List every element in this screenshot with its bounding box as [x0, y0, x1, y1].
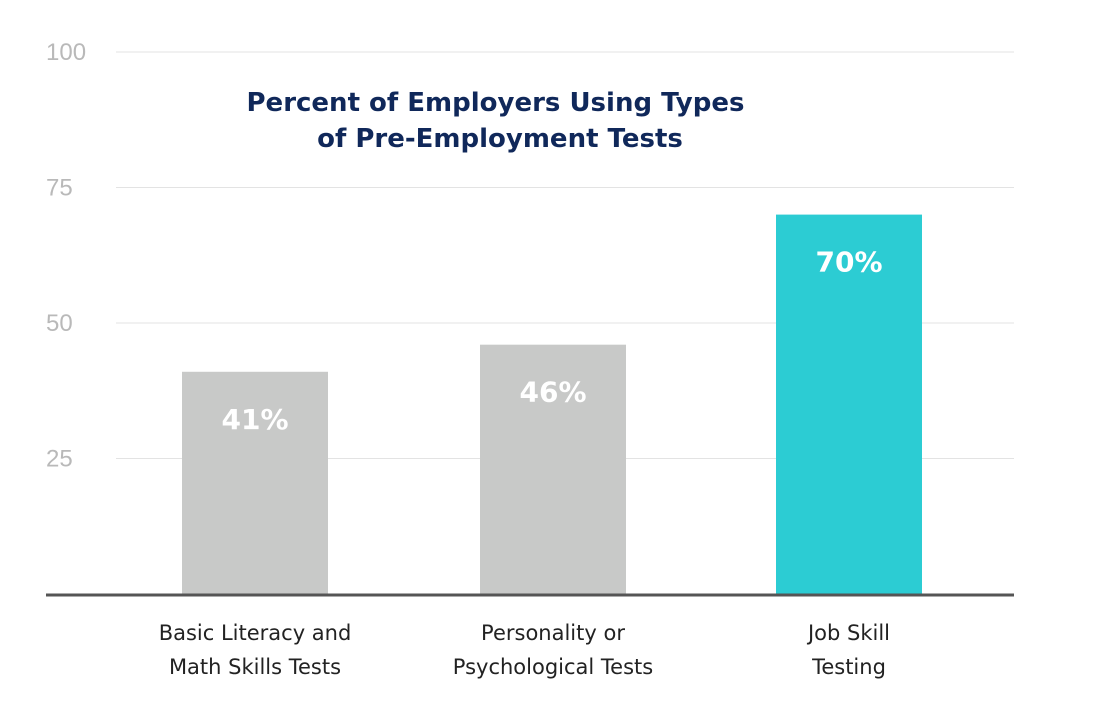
category-label-3: Job Skill Testing — [806, 621, 890, 679]
data-label-1: 41% — [221, 403, 288, 436]
category-label-1: Basic Literacy and Math Skills Tests — [159, 621, 352, 679]
category-label-2: Personality or Psychological Tests — [453, 621, 653, 679]
y-tick-label-25: 25 — [46, 446, 73, 473]
category-label-1-line-1: Basic Literacy and — [159, 621, 352, 645]
bar-2 — [480, 344, 626, 594]
category-label-2-line-1: Personality or — [481, 621, 625, 645]
chart-title-line-1: Percent of Employers Using Types — [247, 88, 745, 118]
category-label-2-line-2: Psychological Tests — [453, 655, 653, 679]
category-label-3-line-2: Testing — [811, 655, 886, 679]
x-axis-category-labels: Basic Literacy and Math Skills Tests Perso… — [159, 621, 890, 679]
bar-3 — [776, 214, 922, 594]
category-label-1-line-2: Math Skills Tests — [169, 655, 341, 679]
bars — [182, 214, 922, 594]
bar-1 — [182, 371, 328, 594]
chart-title-line-2: of Pre-Employment Tests — [317, 124, 683, 154]
y-axis-ticks: 25 50 75 100 — [46, 39, 86, 473]
y-tick-label-75: 75 — [46, 175, 73, 202]
data-label-3: 70% — [815, 246, 882, 279]
data-labels: 41% 46% 70% — [221, 246, 882, 436]
y-tick-label-100: 100 — [46, 39, 86, 66]
chart-title: Percent of Employers Using Types of Pre-… — [247, 88, 754, 154]
data-label-2: 46% — [519, 376, 586, 409]
y-tick-label-50: 50 — [46, 310, 73, 337]
category-label-3-line-1: Job Skill — [806, 621, 890, 645]
